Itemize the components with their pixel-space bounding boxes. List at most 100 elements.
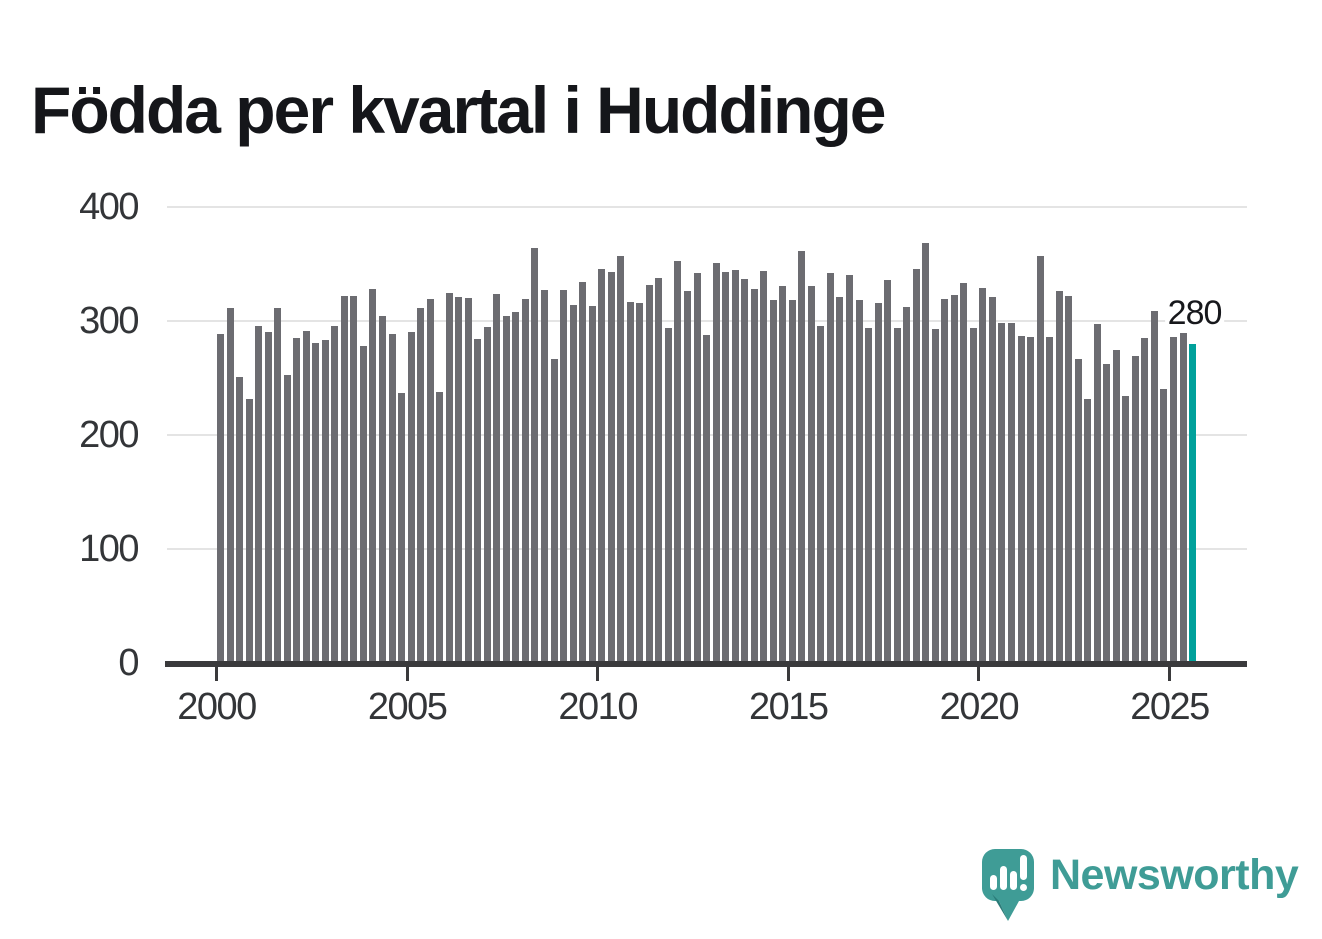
- bar: [512, 311, 520, 663]
- bar: [741, 278, 749, 663]
- bar: [750, 289, 758, 663]
- bar: [1103, 364, 1111, 663]
- bar: [1131, 356, 1139, 663]
- bar: [369, 289, 377, 663]
- bar: [1122, 396, 1130, 663]
- bar: [922, 243, 930, 663]
- y-axis-label-0: 0: [118, 642, 139, 684]
- gridline-300: [167, 320, 1247, 322]
- bar: [626, 301, 634, 663]
- bar: [912, 268, 920, 663]
- bar: [607, 271, 615, 663]
- bar: [722, 271, 730, 663]
- y-axis-label-400: 400: [79, 186, 139, 228]
- bar: [1036, 256, 1044, 663]
- bar: [579, 282, 587, 663]
- bar: [474, 339, 482, 663]
- bar: [359, 346, 367, 663]
- bar: [826, 273, 834, 663]
- bar: [988, 297, 996, 663]
- y-axis-label-100: 100: [79, 528, 139, 570]
- exclamation-bar: [1020, 855, 1027, 880]
- bar: [683, 291, 691, 663]
- x-axis-line: [165, 661, 1247, 667]
- bar: [884, 279, 892, 663]
- bar: [417, 308, 425, 663]
- bar: [1179, 331, 1187, 663]
- bar: [236, 376, 244, 663]
- bar: [674, 260, 682, 663]
- bar: [731, 269, 739, 663]
- bar: [502, 316, 510, 663]
- newsworthy-logo-icon: [982, 849, 1034, 921]
- bar: [950, 294, 958, 663]
- x-axis-label-2000: 2000: [177, 686, 257, 728]
- bar: [531, 248, 539, 663]
- mini-bar-chart-glyph: [990, 855, 1027, 891]
- bar: [636, 302, 644, 663]
- bar: [598, 268, 606, 663]
- bar: [769, 300, 777, 663]
- bar: [998, 323, 1006, 663]
- x-axis-tick-2005: [405, 667, 409, 681]
- x-axis-tick-2025: [1168, 667, 1171, 681]
- bar: [407, 332, 415, 663]
- bar: [760, 270, 768, 663]
- bar: [398, 392, 406, 663]
- bar: [445, 292, 453, 663]
- bar: [655, 277, 663, 663]
- speech-bubble-shadow: [992, 894, 1008, 921]
- bar: [617, 256, 625, 663]
- x-axis-label-2015: 2015: [749, 686, 829, 728]
- bar: [560, 290, 568, 663]
- bar: [321, 340, 329, 663]
- x-axis-label-2010: 2010: [558, 686, 638, 728]
- bar: [645, 284, 653, 663]
- bar: [1065, 295, 1073, 663]
- bar: [312, 342, 320, 663]
- bar: [1074, 358, 1082, 663]
- bar: [865, 327, 873, 663]
- bar: [550, 358, 558, 663]
- y-axis-label-200: 200: [79, 414, 139, 456]
- bar: [1017, 335, 1025, 663]
- bar: [960, 283, 968, 663]
- bar: [464, 298, 472, 663]
- highlighted-bar: [1189, 343, 1197, 663]
- bar: [1093, 324, 1101, 663]
- bar: [521, 299, 529, 663]
- bar: [788, 300, 796, 663]
- bar: [1160, 389, 1168, 663]
- bar: [350, 295, 358, 663]
- bar: [436, 391, 444, 663]
- bar: [293, 338, 301, 663]
- bar: [1084, 398, 1092, 663]
- bar: [388, 333, 396, 663]
- bar: [569, 305, 577, 663]
- newsworthy-logo: Newsworthy: [982, 849, 1299, 925]
- bar: [693, 273, 701, 663]
- bar: [245, 398, 253, 663]
- bar: [226, 308, 234, 663]
- bar: [255, 325, 263, 663]
- bar: [331, 325, 339, 663]
- bar: [1170, 336, 1177, 663]
- bar: [1150, 310, 1158, 663]
- bar: [845, 275, 853, 663]
- bar: [664, 327, 672, 663]
- x-axis-tick-2020: [977, 667, 981, 681]
- bar: [493, 293, 501, 663]
- bar: [903, 307, 911, 663]
- bar: [379, 316, 386, 663]
- bar: [274, 308, 282, 663]
- bar: [302, 331, 310, 663]
- bar: [1046, 336, 1054, 663]
- bar: [455, 297, 463, 663]
- bar: [836, 297, 844, 663]
- bar: [979, 287, 987, 663]
- x-axis-tick-2015: [786, 667, 790, 681]
- bar: [931, 328, 939, 663]
- bar: [1027, 336, 1035, 663]
- page-title: Födda per kvartal i Huddinge: [31, 73, 886, 148]
